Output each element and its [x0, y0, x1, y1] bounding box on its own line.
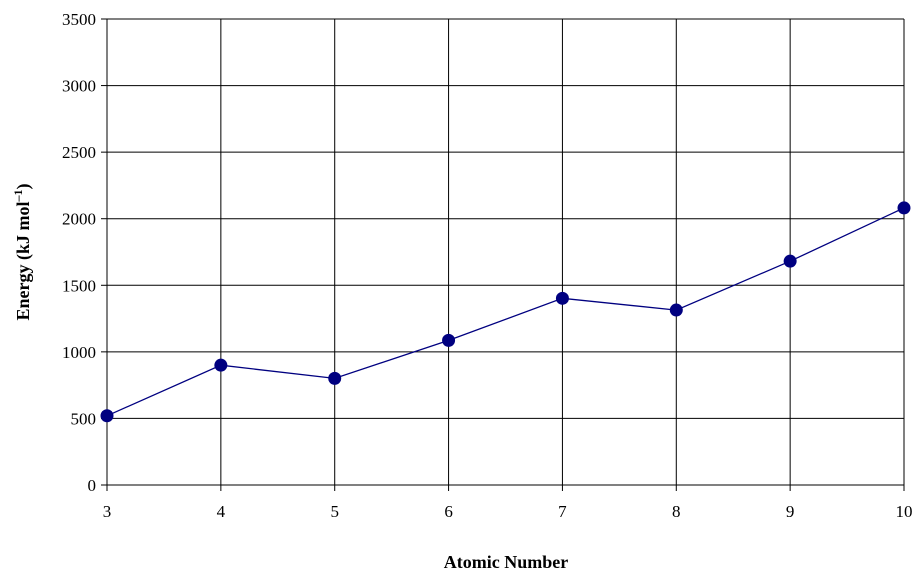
y-tick-label: 2500	[62, 143, 96, 162]
chart-grid	[101, 18, 905, 491]
x-tick-label: 10	[896, 502, 913, 521]
data-point	[442, 333, 456, 347]
y-tick-label: 1500	[62, 276, 96, 295]
series-line	[106, 207, 905, 417]
data-point	[555, 291, 569, 305]
y-tick-label: 1000	[62, 343, 96, 362]
y-axis-tick-labels: 0 500 1000 1500 2000 2500 3000 3500	[62, 10, 96, 495]
data-point	[783, 254, 797, 268]
y-axis-title: Energy (kJ mol–1)	[11, 184, 34, 321]
x-axis-tick-labels: 3 4 5 6 7 8 9 10	[103, 502, 913, 521]
series-group	[100, 201, 911, 423]
x-tick-label: 5	[330, 502, 339, 521]
y-tick-label: 2000	[62, 210, 96, 229]
y-tick-label: 3500	[62, 10, 96, 29]
data-point	[214, 358, 228, 372]
data-point	[669, 303, 683, 317]
data-point	[328, 371, 342, 385]
x-tick-label: 9	[786, 502, 795, 521]
x-tick-label: 4	[217, 502, 226, 521]
data-point	[897, 201, 911, 215]
x-tick-label: 7	[558, 502, 567, 521]
y-axis-title-sup: –1	[11, 190, 25, 203]
x-tick-label: 6	[444, 502, 453, 521]
y-tick-label: 3000	[62, 77, 96, 96]
y-axis-title-main: Energy (kJ mol	[13, 202, 34, 321]
y-tick-label: 0	[88, 476, 97, 495]
x-tick-label: 8	[672, 502, 681, 521]
y-axis-title-close: )	[13, 184, 34, 190]
x-tick-label: 3	[103, 502, 112, 521]
data-point	[100, 409, 114, 423]
x-axis-title: Atomic Number	[444, 552, 568, 572]
y-tick-label: 500	[71, 409, 97, 428]
